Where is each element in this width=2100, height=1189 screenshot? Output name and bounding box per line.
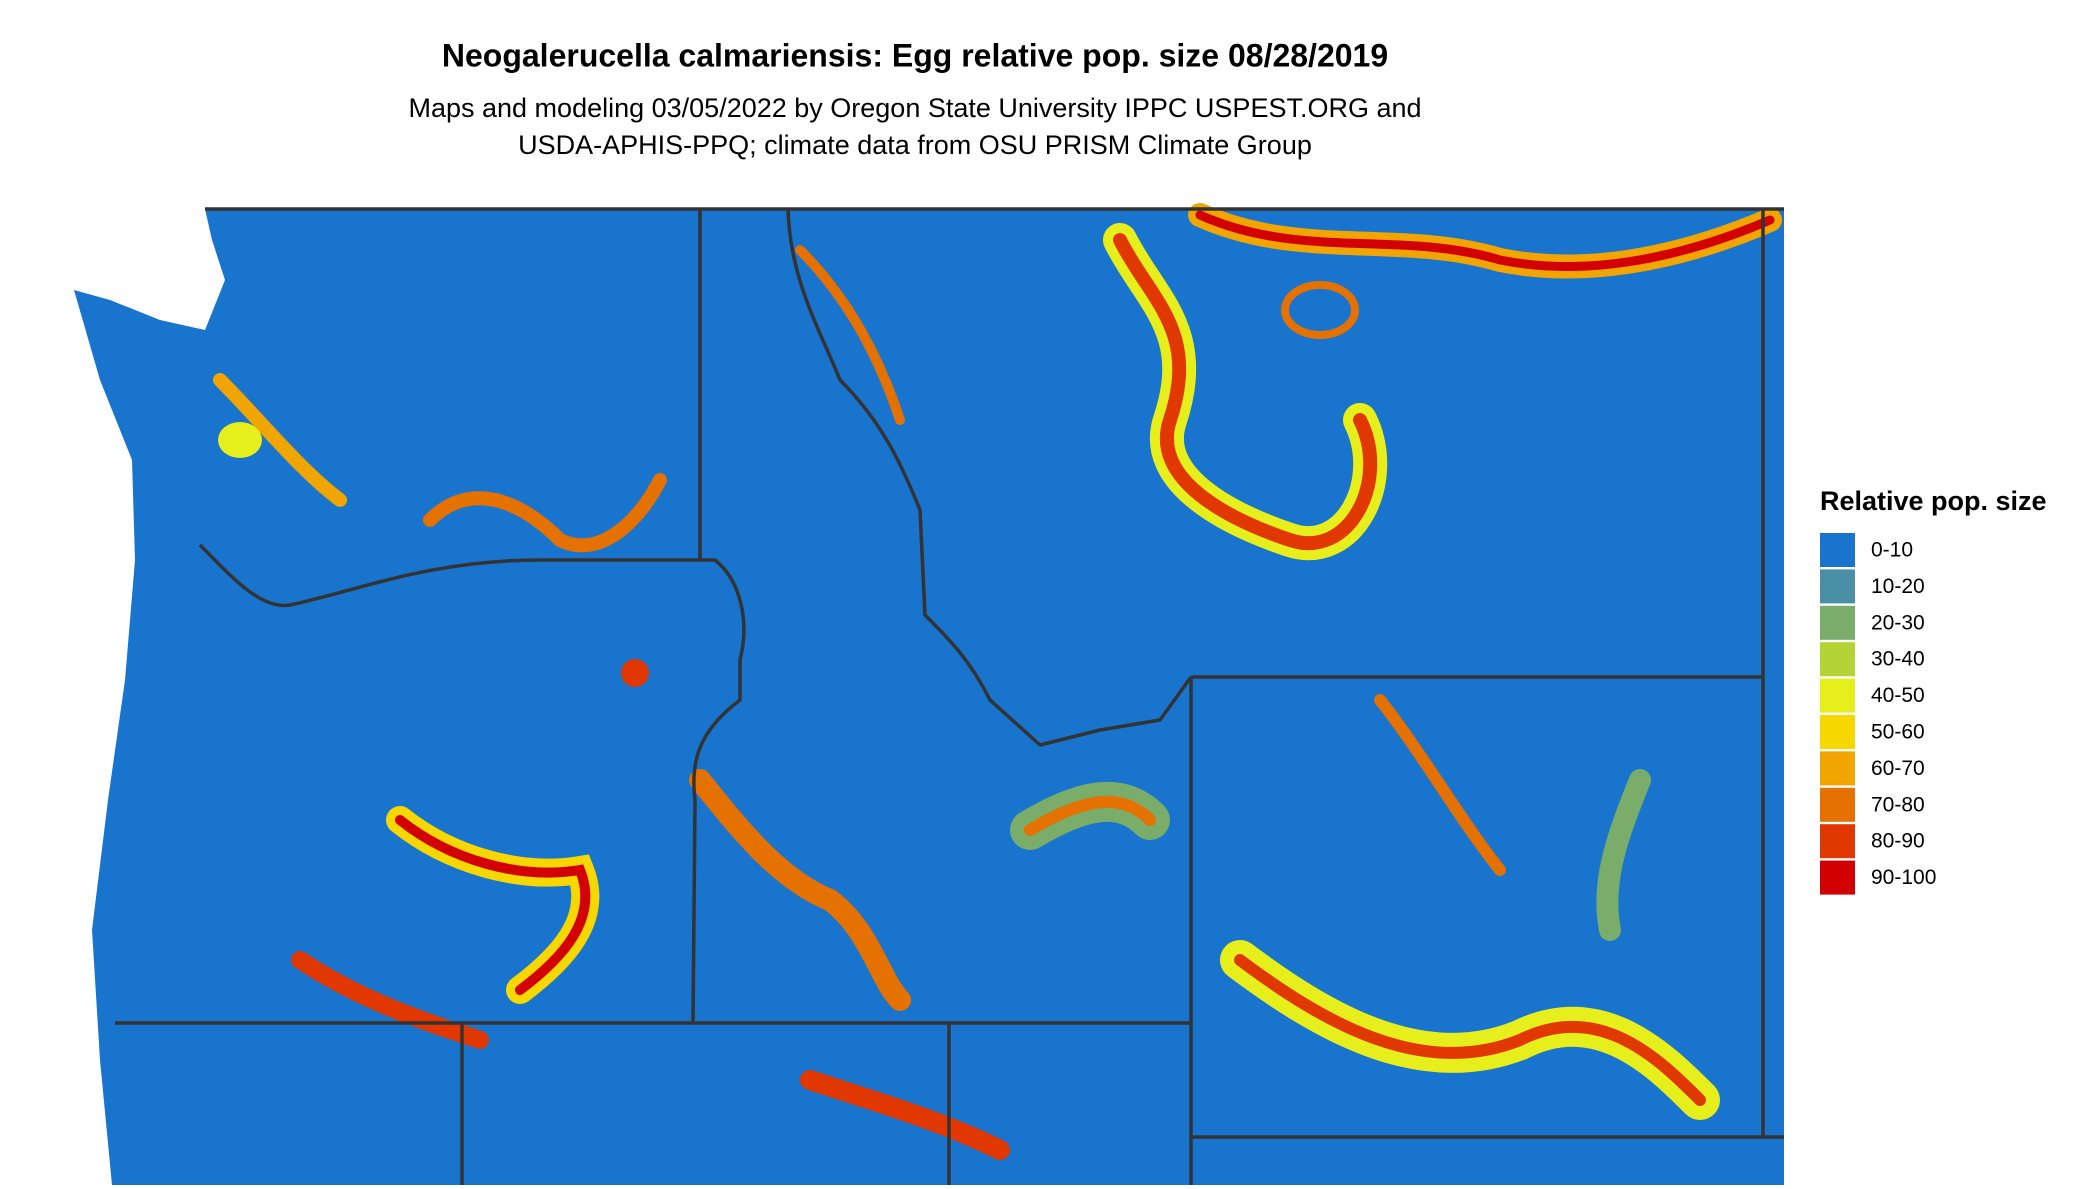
- legend-label: 30-40: [1871, 648, 1925, 671]
- legend-label: 10-20: [1871, 575, 1925, 598]
- map: [74, 203, 1784, 1185]
- legend-swatch: [1820, 533, 1855, 567]
- legend: Relative pop. size 0-10 10-20 20-30 30-40 40…: [1820, 486, 2047, 895]
- legend-swatch: [1820, 642, 1855, 677]
- legend-label: 80-90: [1871, 830, 1925, 853]
- legend-swatch: [1820, 678, 1855, 713]
- legend-title: Relative pop. size: [1820, 486, 2047, 516]
- legend-label: 20-30: [1871, 611, 1925, 634]
- title: Neogalerucella calmariensis: Egg relativ…: [442, 37, 1388, 73]
- legend-label: 70-80: [1871, 793, 1925, 816]
- legend-label: 50-60: [1871, 721, 1925, 744]
- legend-swatch: [1820, 824, 1855, 859]
- legend-swatch: [1820, 715, 1855, 749]
- subtitle: Maps and modeling 03/05/2022 by Oregon S…: [408, 93, 1421, 123]
- legend-label: 0-10: [1871, 539, 1913, 562]
- legend-swatch: [1820, 569, 1855, 604]
- state-borders: [115, 207, 1784, 1185]
- hot-zones: [213, 203, 1782, 1160]
- legend-swatch: [1820, 860, 1855, 895]
- subtitle: USDA-APHIS-PPQ; climate data from OSU PR…: [518, 130, 1312, 160]
- legend-label: 60-70: [1871, 757, 1925, 780]
- legend-label: 40-50: [1871, 684, 1925, 707]
- legend-swatch: [1820, 605, 1855, 640]
- legend-label: 90-100: [1871, 866, 1936, 889]
- legend-swatch: [1820, 751, 1855, 786]
- legend-swatch: [1820, 787, 1855, 822]
